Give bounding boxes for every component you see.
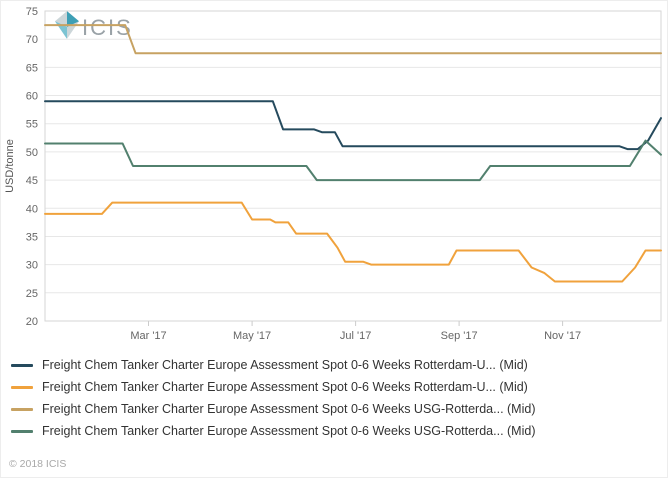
svg-text:Sep '17: Sep '17 <box>441 330 478 342</box>
legend-line-swatch <box>11 385 33 389</box>
legend-line-swatch <box>11 429 33 433</box>
legend-label: Freight Chem Tanker Charter Europe Asses… <box>42 358 528 372</box>
legend-line-swatch <box>11 363 33 367</box>
freight-rates-line-chart: 20 25 30 35 40 45 50 55 60 65 70 75 Mar '17 May '17 Ju… <box>26 6 662 342</box>
chart-legend: Freight Chem Tanker Charter Europe Asses… <box>1 349 667 442</box>
legend-item-usg-green[interactable]: Freight Chem Tanker Charter Europe Asses… <box>11 420 657 442</box>
svg-text:40: 40 <box>26 203 38 215</box>
svg-text:65: 65 <box>26 62 38 74</box>
svg-text:Jul '17: Jul '17 <box>340 330 371 342</box>
svg-text:30: 30 <box>26 260 38 272</box>
svg-text:Nov '17: Nov '17 <box>544 330 581 342</box>
svg-text:35: 35 <box>26 232 38 244</box>
svg-text:75: 75 <box>26 6 38 18</box>
legend-label: Freight Chem Tanker Charter Europe Asses… <box>42 402 536 416</box>
legend-item-rotterdam-orange[interactable]: Freight Chem Tanker Charter Europe Asses… <box>11 376 657 398</box>
copyright-text: © 2018 ICIS <box>9 458 67 470</box>
svg-text:45: 45 <box>26 175 38 187</box>
svg-text:25: 25 <box>26 288 38 300</box>
svg-text:20: 20 <box>26 316 38 328</box>
svg-text:60: 60 <box>26 91 38 103</box>
legend-label: Freight Chem Tanker Charter Europe Asses… <box>42 424 536 438</box>
svg-text:70: 70 <box>26 34 38 46</box>
svg-text:50: 50 <box>26 147 38 159</box>
svg-text:Mar '17: Mar '17 <box>130 330 166 342</box>
svg-text:55: 55 <box>26 119 38 131</box>
legend-item-rotterdam-dark[interactable]: Freight Chem Tanker Charter Europe Asses… <box>11 354 657 376</box>
chart-area: ICIS USD/tonne 20 25 30 35 40 45 50 55 60 65 70 75 M… <box>1 1 667 349</box>
legend-line-swatch <box>11 407 33 411</box>
icis-logo-text: ICIS <box>82 15 133 40</box>
legend-label: Freight Chem Tanker Charter Europe Asses… <box>42 380 528 394</box>
legend-item-usg-tan[interactable]: Freight Chem Tanker Charter Europe Asses… <box>11 398 657 420</box>
y-axis-title: USD/tonne <box>4 139 16 193</box>
svg-text:May '17: May '17 <box>233 330 271 342</box>
icis-watermark: ICIS <box>55 11 133 39</box>
